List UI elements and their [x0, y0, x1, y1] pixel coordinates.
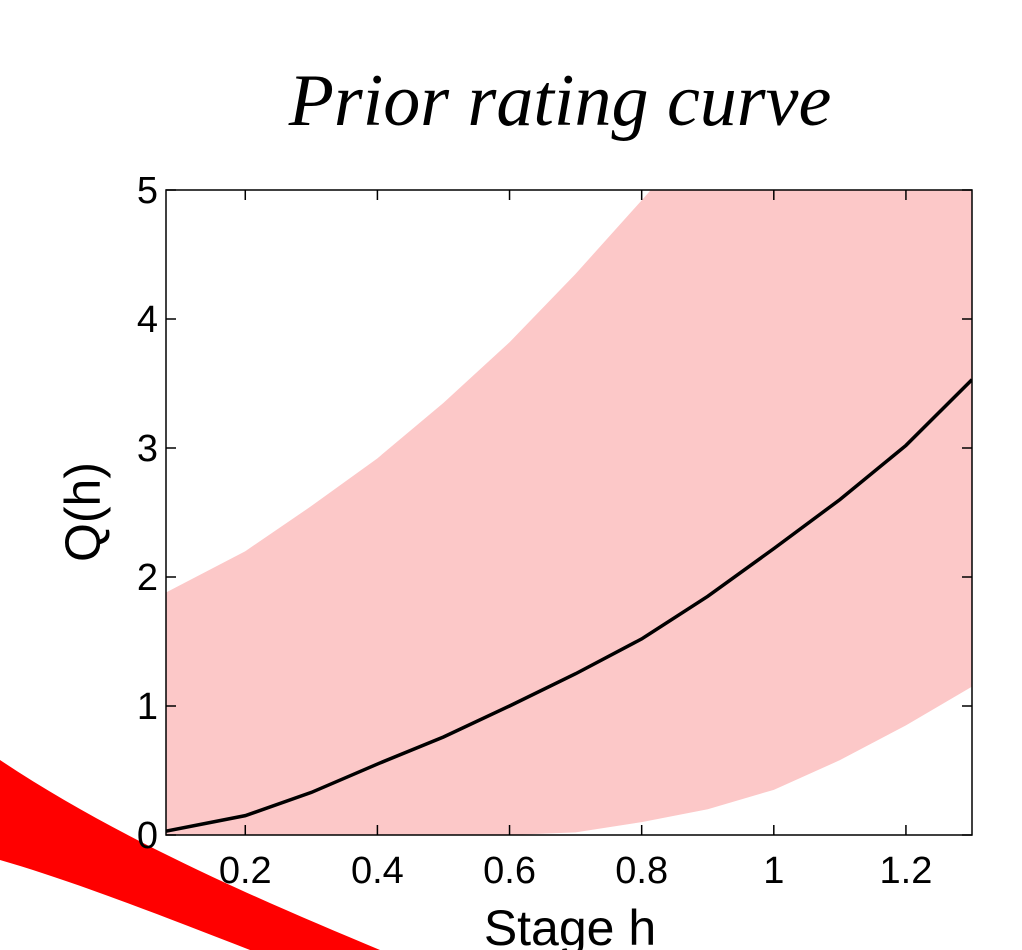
x-tick-label: 1.2	[880, 850, 933, 892]
y-tick-label: 0	[137, 815, 158, 857]
y-tick-label: 4	[137, 299, 158, 341]
chart-title: Prior rating curve	[288, 60, 832, 142]
y-tick-label: 1	[137, 686, 158, 728]
uncertainty-band	[166, 190, 972, 835]
median-line	[166, 378, 972, 833]
y-tick-label: 5	[137, 170, 158, 212]
x-tick-label: 0.2	[219, 850, 272, 892]
y-tick-label: 2	[137, 557, 158, 599]
x-axis-label: Stage h	[484, 900, 656, 950]
x-tick-label: 0.8	[615, 850, 668, 892]
y-axis-label: Q(h)	[55, 462, 111, 562]
plot-frame	[165, 189, 973, 836]
x-tick-label: 1	[763, 850, 784, 892]
decoration-swoosh	[0, 760, 380, 950]
y-tick-label: 3	[137, 428, 158, 470]
x-tick-label: 0.6	[483, 850, 536, 892]
x-tick-label: 0.4	[351, 850, 404, 892]
